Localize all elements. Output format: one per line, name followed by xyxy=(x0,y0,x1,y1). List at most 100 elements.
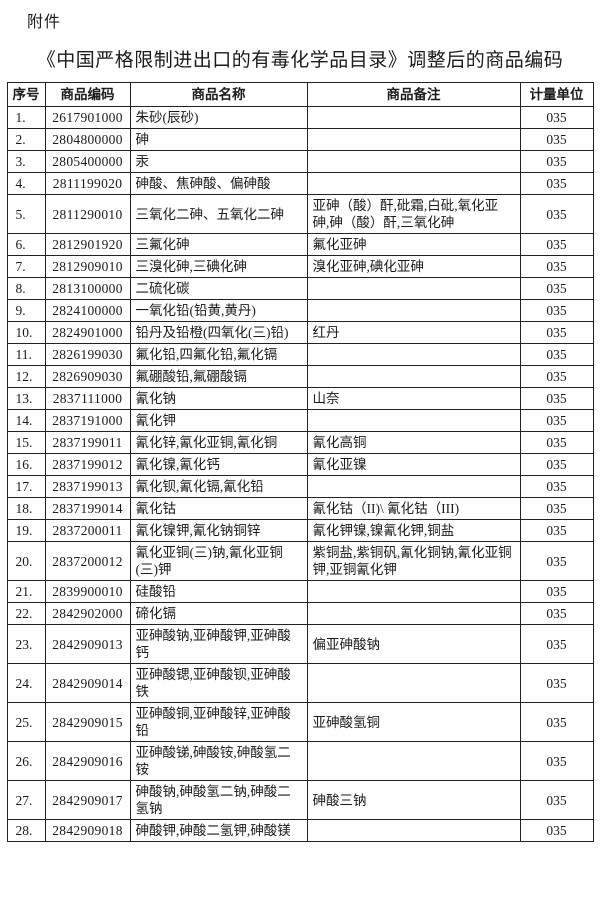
commodity-code-cell: 2812909010 xyxy=(44,255,131,278)
commodity-code-cell: 2837199011 xyxy=(44,431,131,454)
commodity-name-cell: 二硫化碳 xyxy=(129,277,308,300)
commodity-remark-cell xyxy=(306,741,521,781)
unit-cell: 035 xyxy=(519,431,594,454)
serial-number-cell: 4. xyxy=(6,172,46,195)
serial-number-cell: 15. xyxy=(6,431,46,454)
commodity-remark-cell xyxy=(306,580,521,603)
serial-number-cell: 6. xyxy=(6,233,46,256)
table-row: 4. 2811199020 砷酸、焦砷酸、偏砷酸 035 xyxy=(6,172,594,195)
commodity-name-cell: 亚砷酸钠,亚砷酸钾,亚砷酸钙 xyxy=(129,624,308,664)
table-body: 1. 2617901000 朱砂(辰砂) 035 2. 2804800000 砷 035 3. 2… xyxy=(6,106,594,842)
commodity-code-cell: 2839900010 xyxy=(44,580,131,603)
commodity-code-cell: 2617901000 xyxy=(44,106,131,129)
unit-cell: 035 xyxy=(519,299,594,322)
serial-number-cell: 2. xyxy=(6,128,46,151)
commodity-remark-cell xyxy=(306,128,521,151)
commodity-code-table: 序号 商品编码 商品名称 商品备注 计量单位 1. 2617901000 朱砂(辰砂… xyxy=(6,82,594,842)
unit-cell: 035 xyxy=(519,233,594,256)
unit-cell: 035 xyxy=(519,741,594,781)
commodity-remark-cell: 氰化钴（II)\ 氰化钴（III) xyxy=(306,497,521,520)
serial-number-cell: 10. xyxy=(6,321,46,344)
header-commodity-code: 商品编码 xyxy=(44,82,131,107)
serial-number-cell: 23. xyxy=(6,624,46,664)
unit-cell: 035 xyxy=(519,128,594,151)
commodity-name-cell: 氰化钾 xyxy=(129,409,308,432)
table-row: 21. 2839900010 硅酸铅 035 xyxy=(6,580,594,603)
table-row: 6. 2812901920 三氟化砷 氟化亚砷 035 xyxy=(6,233,594,256)
commodity-name-cell: 朱砂(辰砂) xyxy=(129,106,308,129)
commodity-name-cell: 亚砷酸锶,亚砷酸钡,亚砷酸铁 xyxy=(129,663,308,703)
commodity-name-cell: 砷酸钾,砷酸二氢钾,砷酸镁 xyxy=(129,819,308,842)
commodity-name-cell: 氟化铅,四氟化铅,氟化镉 xyxy=(129,343,308,366)
unit-cell: 035 xyxy=(519,602,594,625)
table-row: 7. 2812909010 三溴化砷,三碘化砷 溴化亚砷,碘化亚砷 035 xyxy=(6,255,594,278)
commodity-name-cell: 碲化镉 xyxy=(129,602,308,625)
table-row: 26. 2842909016 亚砷酸锑,砷酸铵,砷酸氢二铵 035 xyxy=(6,741,594,781)
unit-cell: 035 xyxy=(519,780,594,820)
table-row: 17. 2837199013 氰化钡,氰化镉,氰化铅 035 xyxy=(6,475,594,498)
commodity-remark-cell xyxy=(306,409,521,432)
commodity-remark-cell: 亚砷（酸）酐,砒霜,白砒,氧化亚砷,砷（酸）酐,三氧化砷 xyxy=(306,194,521,234)
serial-number-cell: 20. xyxy=(6,541,46,581)
commodity-remark-cell: 山奈 xyxy=(306,387,521,410)
table-row: 27. 2842909017 砷酸钠,砷酸氢二钠,砷酸二氢钠 砷酸三钠 035 xyxy=(6,780,594,820)
commodity-remark-cell xyxy=(306,172,521,195)
table-row: 25. 2842909015 亚砷酸铜,亚砷酸锌,亚砷酸铅 亚砷酸氢铜 035 xyxy=(6,702,594,742)
commodity-code-cell: 2812901920 xyxy=(44,233,131,256)
commodity-name-cell: 氰化钴 xyxy=(129,497,308,520)
commodity-remark-cell xyxy=(306,277,521,300)
table-row: 12. 2826909030 氟硼酸铅,氟硼酸镉 035 xyxy=(6,365,594,388)
serial-number-cell: 13. xyxy=(6,387,46,410)
commodity-name-cell: 三氟化砷 xyxy=(129,233,308,256)
commodity-name-cell: 三氧化二砷、五氧化二砷 xyxy=(129,194,308,234)
table-row: 22. 2842902000 碲化镉 035 xyxy=(6,602,594,625)
commodity-remark-cell xyxy=(306,343,521,366)
commodity-code-cell: 2826199030 xyxy=(44,343,131,366)
commodity-remark-cell xyxy=(306,299,521,322)
unit-cell: 035 xyxy=(519,150,594,173)
commodity-code-cell: 2811290010 xyxy=(44,194,131,234)
serial-number-cell: 24. xyxy=(6,663,46,703)
commodity-remark-cell xyxy=(306,663,521,703)
commodity-code-cell: 2824901000 xyxy=(44,321,131,344)
commodity-remark-cell: 砷酸三钠 xyxy=(306,780,521,820)
serial-number-cell: 11. xyxy=(6,343,46,366)
table-row: 1. 2617901000 朱砂(辰砂) 035 xyxy=(6,106,594,129)
table-row: 16. 2837199012 氰化镍,氰化钙 氰化亚镍 035 xyxy=(6,453,594,476)
serial-number-cell: 5. xyxy=(6,194,46,234)
serial-number-cell: 9. xyxy=(6,299,46,322)
unit-cell: 035 xyxy=(519,365,594,388)
commodity-code-cell: 2805400000 xyxy=(44,150,131,173)
commodity-remark-cell xyxy=(306,106,521,129)
unit-cell: 035 xyxy=(519,819,594,842)
unit-cell: 035 xyxy=(519,343,594,366)
table-row: 13. 2837111000 氰化钠 山奈 035 xyxy=(6,387,594,410)
serial-number-cell: 8. xyxy=(6,277,46,300)
commodity-code-cell: 2837111000 xyxy=(44,387,131,410)
commodity-code-cell: 2842902000 xyxy=(44,602,131,625)
commodity-name-cell: 氰化锌,氰化亚铜,氰化铜 xyxy=(129,431,308,454)
unit-cell: 035 xyxy=(519,475,594,498)
unit-cell: 035 xyxy=(519,497,594,520)
header-serial-number: 序号 xyxy=(6,82,46,107)
unit-cell: 035 xyxy=(519,194,594,234)
commodity-name-cell: 硅酸铅 xyxy=(129,580,308,603)
table-row: 28. 2842909018 砷酸钾,砷酸二氢钾,砷酸镁 035 xyxy=(6,819,594,842)
commodity-code-cell: 2813100000 xyxy=(44,277,131,300)
table-row: 10. 2824901000 铅丹及铅橙(四氧化(三)铅) 红丹 035 xyxy=(6,321,594,344)
commodity-code-cell: 2837191000 xyxy=(44,409,131,432)
commodity-name-cell: 氰化镍,氰化钙 xyxy=(129,453,308,476)
commodity-code-cell: 2842909016 xyxy=(44,741,131,781)
header-commodity-name: 商品名称 xyxy=(129,82,308,107)
table-row: 15. 2837199011 氰化锌,氰化亚铜,氰化铜 氰化高铜 035 xyxy=(6,431,594,454)
serial-number-cell: 17. xyxy=(6,475,46,498)
commodity-code-cell: 2824100000 xyxy=(44,299,131,322)
commodity-remark-cell: 氰化亚镍 xyxy=(306,453,521,476)
commodity-code-cell: 2811199020 xyxy=(44,172,131,195)
commodity-name-cell: 一氧化铅(铅黄,黄丹) xyxy=(129,299,308,322)
table-row: 9. 2824100000 一氧化铅(铅黄,黄丹) 035 xyxy=(6,299,594,322)
unit-cell: 035 xyxy=(519,321,594,344)
commodity-code-cell: 2842909014 xyxy=(44,663,131,703)
table-row: 3. 2805400000 汞 035 xyxy=(6,150,594,173)
commodity-remark-cell xyxy=(306,819,521,842)
